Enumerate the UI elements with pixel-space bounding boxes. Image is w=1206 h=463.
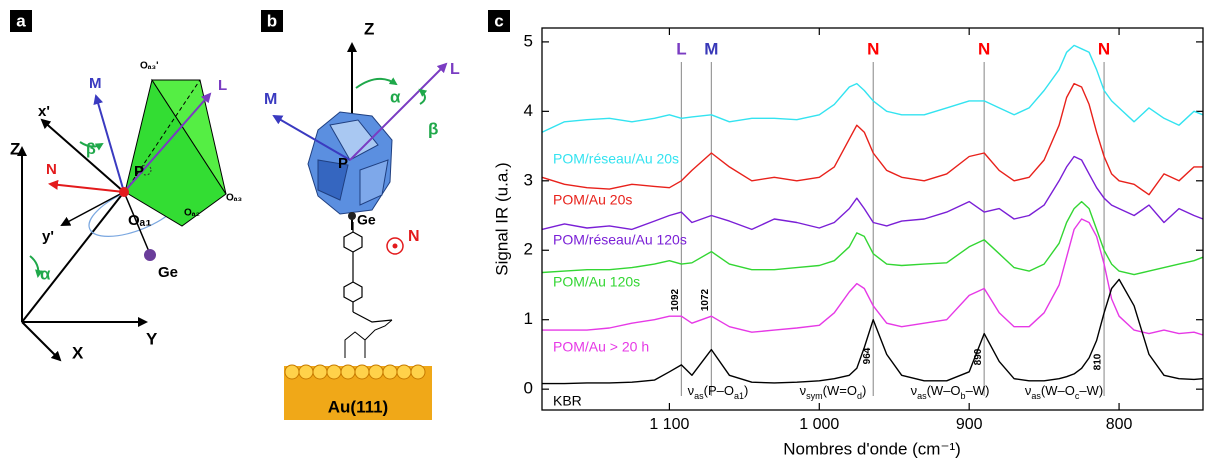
vector-label: N <box>46 161 57 178</box>
band-label-part: (W–O <box>1041 383 1075 398</box>
peak-value-label: 964 <box>862 347 873 364</box>
spectrum-line <box>541 82 1203 196</box>
atom-label: P <box>134 163 144 180</box>
axis-label: Z <box>10 139 20 158</box>
axis-label: x' <box>38 103 50 120</box>
panel-letter: a <box>16 11 26 30</box>
peak-value-label: 810 <box>1093 353 1104 370</box>
angle-label: β <box>428 119 438 138</box>
band-label-part: b <box>961 391 966 401</box>
spectrum-line <box>541 155 1204 231</box>
peak-letter: N <box>978 39 990 58</box>
band-label: νas(W–Oc–W) <box>1025 383 1103 401</box>
axis-label: Z <box>364 19 374 38</box>
atom-label: Ge <box>158 264 178 281</box>
series-label: POM/Au 20s <box>553 192 632 208</box>
x-tick-label: 1 100 <box>649 416 689 433</box>
y-tick-label: 2 <box>524 240 533 259</box>
axis-label: Y <box>146 329 158 348</box>
y-tick-label: 4 <box>524 101 533 120</box>
peak-value-label: 1092 <box>670 288 681 311</box>
surface-label: Au(111) <box>328 397 388 416</box>
plot-frame <box>541 27 1204 411</box>
diagram-b-labels: Z M α L β P Ge N Au(111) <box>264 19 460 416</box>
diagram-b <box>272 42 448 420</box>
band-label-part: –W) <box>966 383 990 398</box>
atom-label: Oₐ₃' <box>140 61 159 72</box>
series-label: POM/Au 120s <box>553 274 640 290</box>
series-label: KBR <box>553 393 582 409</box>
angle-label: β <box>86 141 96 158</box>
band-label: νas(W–Ob–W) <box>911 383 990 401</box>
atom-label: Oₐ₃ <box>226 193 243 204</box>
x-tick-label: 900 <box>956 416 983 433</box>
atom-label: Oₐ₂ <box>184 208 200 219</box>
band-label-part: as <box>694 391 704 401</box>
band-label-part: ) <box>862 383 866 398</box>
vector-label: N <box>408 228 420 245</box>
band-label-part: a1 <box>734 391 744 401</box>
atom-label: Oₐ₁ <box>128 212 152 229</box>
band-label-part: sym <box>806 391 823 401</box>
y-tick-label: 0 <box>524 379 533 398</box>
atom-label: Ge <box>357 212 376 228</box>
x-axis-title: Nombres d'onde (cm⁻¹) <box>783 439 961 458</box>
band-label: νas(P–Oa1) <box>688 383 749 401</box>
axis-label: X <box>72 343 84 362</box>
vector-label: L <box>218 77 227 94</box>
vector-label: L <box>450 61 460 78</box>
band-label: νsym(W=Od) <box>800 383 867 401</box>
y-tick-label: 5 <box>524 31 533 50</box>
panel-letter: b <box>267 11 277 30</box>
peak-letter: N <box>1098 39 1110 58</box>
diagram-a-labels: x' M L Oₐ₃' β P Oₐ₃ Oₐ₂ Z N y' Oₐ₁ α Ge … <box>10 61 243 363</box>
series-label: POM/réseau/Au 120s <box>553 232 687 248</box>
series-label: POM/réseau/Au 20s <box>553 151 679 167</box>
atom-label: P <box>338 155 348 172</box>
band-label-part: –W) <box>1079 383 1103 398</box>
vector-label: M <box>89 75 102 92</box>
panel-label-a: a <box>10 10 32 32</box>
peak-value-label: 1072 <box>700 288 711 311</box>
x-tick-label: 800 <box>1106 416 1133 433</box>
angle-label: α <box>390 87 401 106</box>
band-label-part: (P–O <box>704 383 734 398</box>
spectrum-line <box>541 200 1204 276</box>
spectrum-line <box>541 44 1204 133</box>
y-tick-label: 1 <box>524 309 533 328</box>
band-label-part: (W–O <box>927 383 961 398</box>
panel-label-c: c <box>488 10 510 32</box>
axis-label: y' <box>42 228 54 245</box>
band-label-part: ν <box>800 383 807 398</box>
spectrum-line <box>542 278 1204 385</box>
band-label-part: ) <box>744 383 748 398</box>
band-label-part: as <box>917 391 927 401</box>
peak-value-label: 890 <box>973 348 984 365</box>
peak-letter: N <box>867 39 879 58</box>
band-label-part: ν <box>911 383 918 398</box>
diagram-a <box>17 78 227 362</box>
band-label-part: ν <box>688 383 695 398</box>
vector-label: M <box>264 91 277 108</box>
band-label-part: as <box>1031 391 1041 401</box>
y-axis-title: Signal IR (u.a.) <box>492 162 511 275</box>
series-label: POM/Au > 20 h <box>553 339 649 355</box>
panel-letter: c <box>494 11 503 30</box>
y-tick-label: 3 <box>524 170 533 189</box>
ir-chart: Signal IR (u.a.) Nombres d'onde (cm⁻¹) 0… <box>492 27 1204 458</box>
band-label-part: d <box>857 391 862 401</box>
band-label-part: (W=O <box>823 383 857 398</box>
peak-letter: M <box>704 39 718 58</box>
peak-letter: L <box>676 39 686 58</box>
band-label-part: c <box>1075 391 1080 401</box>
angle-label: α <box>40 264 51 283</box>
band-label-part: ν <box>1025 383 1032 398</box>
x-tick-label: 1 000 <box>799 416 839 433</box>
spectrum-line <box>542 218 1204 336</box>
panel-label-b: b <box>261 10 283 32</box>
